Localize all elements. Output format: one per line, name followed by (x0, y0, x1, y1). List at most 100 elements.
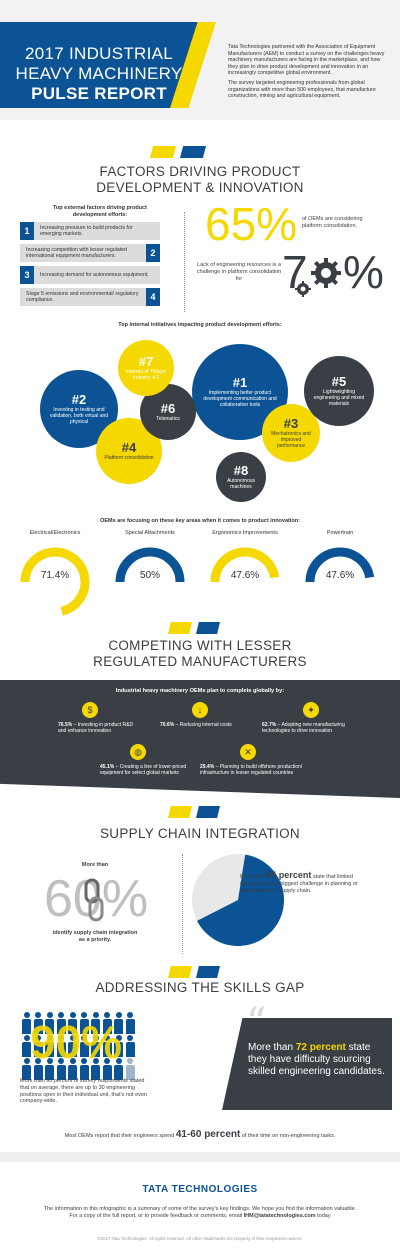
person-icon (68, 1058, 77, 1080)
person-icon (68, 1035, 77, 1057)
donut-label-3: Powertrain (326, 530, 354, 536)
small-gear-icon (294, 280, 312, 298)
supply-pie-slice (197, 854, 284, 946)
compete-item-1: 76.5% – Investing in product R&D and enh… (58, 722, 134, 734)
donut-arc-3 (305, 547, 375, 583)
person-icon (22, 1035, 31, 1057)
footer-text: The information in this infographic is a… (43, 1206, 357, 1219)
external-factors-list: 1 Increasing pressure to build products … (20, 222, 160, 306)
person-icon (45, 1058, 54, 1080)
supply-60-text: identify supply chain integration as a p… (52, 930, 138, 943)
lightbulb-icon: ✦ (303, 702, 319, 718)
donut-arc-2 (210, 547, 280, 583)
focus-areas-heading: OEMs are focusing on these key areas whe… (100, 518, 300, 524)
title-line-3: PULSE REPORT (31, 84, 167, 103)
gear-icon (309, 256, 343, 290)
supply-pie (192, 854, 284, 946)
person-icon (91, 1012, 100, 1034)
stat-70-text: Lack of engineering resources is a chall… (196, 262, 282, 282)
person-icon (91, 1058, 100, 1080)
internal-initiatives-heading: Top internal initiatives impacting produ… (118, 322, 282, 328)
section-divider (0, 806, 400, 818)
donut-value-2: 47.6% (230, 570, 260, 581)
skills-people-text: More than 90 percent of survey responden… (20, 1078, 148, 1105)
list-item: 1 Increasing pressure to build products … (20, 222, 160, 240)
bottom-gray-band (0, 1152, 400, 1162)
focus-areas-chart: Electrical/Electronics Special Attachmen… (0, 530, 400, 620)
person-icon (68, 1012, 77, 1034)
donut-value-3: 47.6% (325, 570, 355, 581)
person-icon (114, 1035, 123, 1057)
list-number: 4 (146, 288, 160, 306)
list-number: 1 (20, 222, 34, 240)
column-divider (184, 212, 185, 312)
supply-more-than: More than (81, 862, 109, 868)
title-line-2: HEAVY MACHINERY (15, 64, 183, 83)
initiative-bubble-8: #8 Autonomous machines (216, 452, 266, 502)
skills-quote-panel (222, 1018, 392, 1110)
person-icon (125, 1012, 135, 1034)
compete-item-2: 70.6% – Reducing internal costs (160, 722, 232, 728)
list-text: Increasing pressure to build products fo… (40, 225, 133, 237)
intro-paragraph-2: The survey targeted engineering professi… (228, 80, 376, 100)
person-icon (125, 1058, 135, 1080)
person-icon (79, 1012, 89, 1034)
person-icon (45, 1012, 54, 1034)
list-number: 3 (20, 266, 34, 284)
person-icon (33, 1035, 43, 1057)
initiative-bubble-5: #5 Lightweighting engineering and mixed … (304, 356, 374, 426)
tata-logo: TATA TECHNOLOGIES (142, 1184, 258, 1195)
donut-label-0: Electrical/Electronics (29, 530, 81, 536)
compete-title-1: COMPETING WITH LESSER (108, 638, 292, 653)
donut-svg (20, 547, 375, 616)
donut-value-0: 71.4% (40, 570, 70, 581)
skills-bottom-stat: Most OEMs report that their engineers sp… (64, 1129, 336, 1140)
person-icon (102, 1058, 112, 1080)
person-icon (56, 1035, 66, 1057)
quote-mark-icon: “ (246, 1000, 267, 1046)
compete-band (0, 680, 400, 798)
compete-heading: Industrial heavy machinery OEMs plan to … (115, 688, 285, 694)
people-graphic (22, 1012, 142, 1082)
person-icon (125, 1035, 135, 1057)
person-icon (79, 1058, 89, 1080)
footer-email-link[interactable]: IHM@tatatechnologies.com (243, 1212, 316, 1219)
factors-title-1: FACTORS DRIVING PRODUCT (99, 164, 301, 179)
list-item: Increasing competition with lesser regul… (20, 244, 160, 262)
globe-icon: ◍ (130, 744, 146, 760)
donut-value-1: 50% (139, 570, 160, 581)
person-icon (22, 1012, 31, 1034)
footer-copyright: ©2017 Tata Technologies. All rights rese… (97, 1236, 303, 1241)
list-item: Stage 5 emissions and environmental/ reg… (20, 288, 160, 306)
person-icon (33, 1012, 43, 1034)
donut-label-2: Ergonomics Improvements (212, 530, 278, 536)
down-arrow-icon: ↓ (192, 702, 208, 718)
person-icon (114, 1058, 123, 1080)
donut-arc-1 (115, 547, 185, 583)
skills-90-value: 90% (30, 1016, 123, 1068)
initiative-bubble-3: #3 Mechatronics and improved performance (262, 404, 320, 462)
list-text: Stage 5 emissions and environmental/ reg… (26, 291, 139, 303)
external-factors-heading: Top external factors driving product dev… (52, 205, 148, 218)
supply-pie-text: More than 65 percent state that limited … (240, 870, 358, 894)
list-item: 3 Increasing demand for autonomous equip… (20, 266, 160, 284)
chain-icon (82, 878, 106, 926)
stat-65-text: of OEMs are considering platform consoli… (302, 216, 363, 229)
tools-icon: ✕ (240, 744, 256, 760)
money-icon: $ (82, 702, 98, 718)
section-divider (0, 146, 400, 158)
compete-item-4: 45.1% – Creating a line of lower-priced … (100, 764, 187, 776)
person-icon (56, 1058, 66, 1080)
donut-arc-0 (20, 547, 90, 616)
factors-title-2: DEVELOPMENT & INNOVATION (96, 180, 304, 195)
section-divider (0, 622, 400, 634)
skills-quote-text: More than 72 percent state they have dif… (248, 1042, 385, 1077)
column-divider (182, 854, 183, 954)
list-text: Increasing demand for autonomous equipme… (40, 272, 149, 278)
compete-item-5: 29.4% – Planning to build offshore produ… (200, 764, 303, 776)
supply-title: SUPPLY CHAIN INTEGRATION (100, 826, 300, 841)
person-icon (56, 1012, 66, 1034)
stat-70-value-percent: % (343, 246, 384, 298)
initiative-bubble-7: #7 Internet of Things/ Industry 4.0 (118, 340, 174, 396)
compete-item-3: 62.7% – Adopting new manufacturing techn… (262, 722, 345, 734)
